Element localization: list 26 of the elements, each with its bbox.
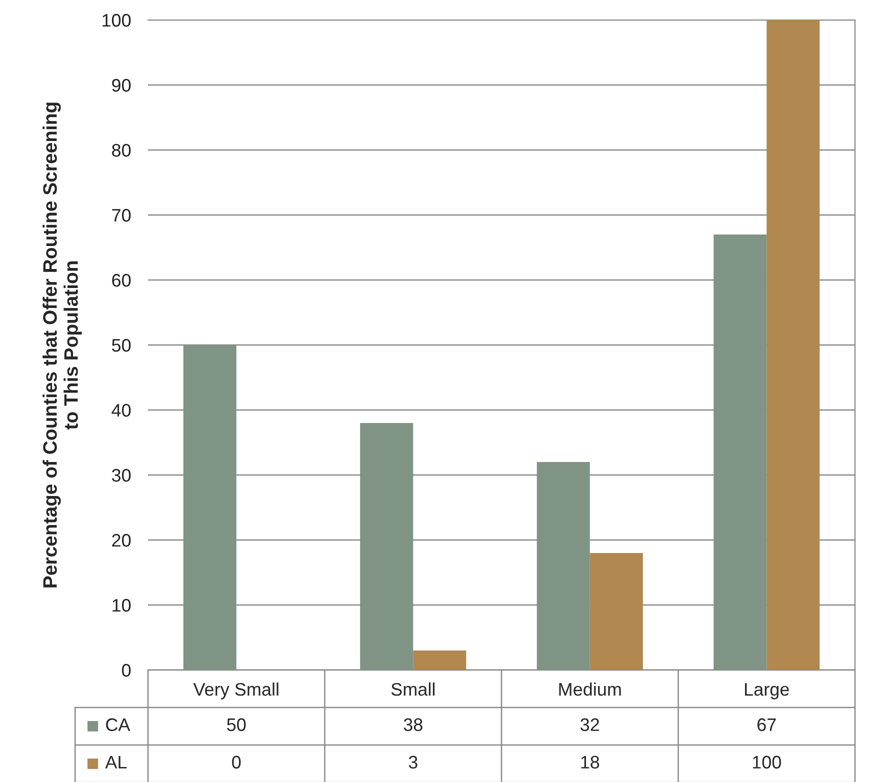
y-tick-label: 10 — [112, 598, 131, 612]
y-tick-label: 30 — [112, 468, 131, 482]
y-tick-label: 90 — [112, 78, 131, 92]
y-tick-label: 40 — [112, 404, 131, 417]
y-tick-label: 100 — [102, 14, 131, 27]
x-tick-label: Very Small — [193, 682, 278, 700]
data-label: 32 — [580, 718, 600, 732]
data-label: 3 — [408, 756, 418, 769]
x-tick-label: Medium — [559, 682, 621, 696]
y-tick-label: 0 — [122, 664, 131, 677]
legend-label: AL — [105, 756, 127, 768]
x-tick-label: Small — [391, 682, 434, 696]
data-label: 100 — [752, 756, 781, 769]
data-label: 67 — [758, 718, 776, 732]
y-axis-title: Percentage of Counties that Offer Routine Screening to This Population — [42, 102, 82, 588]
data-label: 38 — [404, 718, 422, 732]
data-label: 18 — [581, 756, 600, 769]
data-label: 50 — [227, 718, 246, 732]
y-tick-label: 60 — [112, 274, 131, 287]
y-tick-label: 50 — [112, 338, 131, 352]
y-tick-label: 80 — [112, 144, 131, 157]
x-tick-label: Large — [745, 683, 789, 700]
y-tick-label: 70 — [112, 208, 131, 222]
legend-label: CA — [106, 718, 130, 732]
y-tick-label: 20 — [112, 534, 131, 547]
data-label: 0 — [232, 756, 241, 769]
